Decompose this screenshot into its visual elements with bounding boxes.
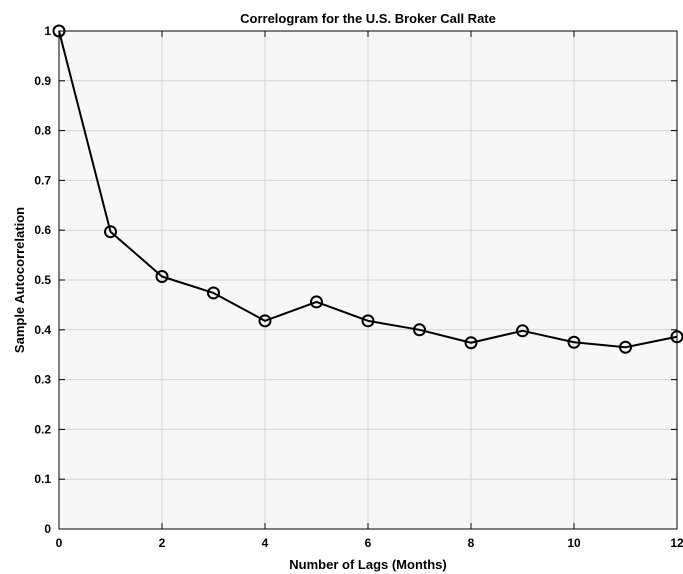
y-tick-label: 0.9 (34, 74, 51, 88)
data-point-marker (104, 225, 117, 239)
data-point-marker (155, 270, 169, 284)
data-point-marker (516, 324, 529, 338)
data-point-marker (258, 314, 272, 328)
y-tick-label: 0.6 (34, 223, 51, 237)
data-point-marker (567, 335, 581, 349)
x-tick-label: 12 (670, 536, 683, 550)
data-point-marker (619, 340, 632, 354)
plot-frame (58, 30, 678, 530)
data-point-marker (207, 286, 220, 300)
data-point-marker (464, 336, 478, 350)
data-point-marker (52, 24, 66, 38)
y-tick-label: 0.4 (34, 323, 51, 337)
y-axis-title: Sample Autocorrelation (12, 207, 27, 353)
x-tick-label: 6 (365, 536, 372, 550)
data-point-marker (413, 323, 426, 337)
series-line (58, 30, 678, 349)
x-tick-label: 8 (468, 536, 475, 550)
chart-title: Correlogram for the U.S. Broker Call Rat… (240, 11, 496, 26)
x-tick-label: 2 (159, 536, 166, 550)
x-tick-label: 4 (262, 536, 269, 550)
x-tick-label: 10 (567, 536, 581, 550)
y-tick-label: 0.3 (34, 373, 51, 387)
series-autocorrelation (52, 24, 683, 354)
y-tick-label: 0.7 (34, 173, 51, 187)
y-tick-label: 0.2 (34, 422, 51, 436)
y-tick-label: 0.8 (34, 124, 51, 138)
y-tick-label: 0 (44, 522, 51, 536)
data-point-marker (361, 314, 375, 328)
x-axis-title: Number of Lags (Months) (289, 557, 446, 572)
x-tick-label: 0 (56, 536, 63, 550)
y-tick-label: 1 (44, 24, 51, 38)
y-tick-label: 0.1 (34, 472, 51, 486)
data-point-marker (310, 295, 323, 309)
y-tick-label: 0.5 (34, 273, 51, 287)
